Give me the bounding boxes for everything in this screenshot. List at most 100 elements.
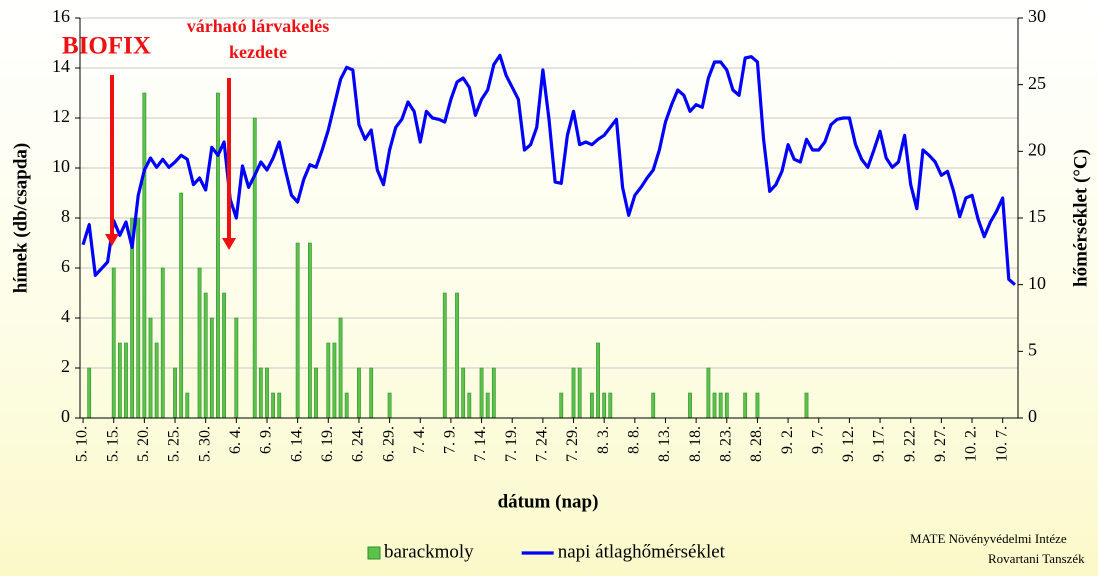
bar [338, 317, 343, 419]
annotation: kezdete [229, 42, 287, 62]
bar [117, 342, 122, 419]
bar [295, 242, 300, 419]
y-tick-label: 8 [61, 206, 70, 226]
x-axis-title: dátum (nap) [498, 491, 599, 512]
bar [160, 267, 165, 419]
bar [577, 367, 582, 419]
legend-label: barackmoly [384, 541, 474, 562]
y-tick-label: 6 [61, 256, 70, 276]
x-tick-label: 6. 19. [319, 426, 336, 462]
x-tick-label: 5. 10. [74, 426, 91, 462]
x-tick-label: 7. 24. [534, 426, 551, 462]
bar [571, 367, 576, 419]
x-tick-label: 8. 18. [687, 426, 704, 462]
bar [326, 342, 331, 419]
x-tick-label: 8. 28. [748, 426, 765, 462]
bar [602, 392, 607, 419]
x-tick-label: 10. 2. [963, 426, 980, 462]
bar [712, 392, 717, 419]
x-tick-label: 10. 7. [993, 426, 1010, 462]
x-tick-label: 6. 29. [380, 426, 397, 462]
bar [216, 92, 220, 419]
y-tick-label: 14 [52, 56, 70, 76]
bar [111, 267, 116, 419]
y-tick-label: 10 [52, 156, 70, 176]
x-tick-label: 9. 7. [809, 426, 826, 454]
bar [357, 367, 361, 419]
bar [314, 367, 318, 419]
y2-tick-label: 10 [1028, 273, 1046, 293]
x-tick-label: 9. 27. [932, 426, 949, 462]
bar [596, 342, 600, 419]
x-tick-label: 8. 3. [595, 426, 612, 454]
credit: MATE Növényvédelmi Intéze [910, 531, 1067, 546]
bar [332, 342, 337, 419]
legend-swatch [367, 546, 381, 560]
y2-tick-label: 20 [1028, 139, 1046, 159]
bar [252, 117, 257, 419]
y-tick-label: 2 [61, 356, 70, 376]
y2-tick-label: 5 [1028, 339, 1037, 359]
bar [277, 392, 282, 419]
x-tick-label: 7. 9. [442, 426, 459, 454]
x-tick-label: 8. 13. [656, 426, 673, 462]
bar [87, 367, 92, 419]
bar [179, 192, 184, 419]
bar [743, 392, 748, 419]
bar [154, 342, 159, 419]
annotation-arrowhead [222, 238, 236, 250]
bar [222, 292, 226, 419]
y-tick-label: 12 [52, 106, 70, 126]
bar [608, 392, 613, 419]
bar [197, 267, 202, 419]
bar [265, 367, 269, 419]
x-tick-label: 8. 23. [717, 426, 734, 462]
x-tick-label: 8. 8. [626, 426, 643, 454]
x-tick-label: 5. 15. [104, 426, 121, 462]
bar [148, 317, 153, 419]
bar [718, 392, 723, 419]
bar [387, 392, 392, 419]
bar [203, 292, 208, 419]
y2-tick-label: 30 [1028, 6, 1046, 26]
bar [804, 392, 809, 419]
bar [455, 292, 459, 419]
x-tick-label: 9. 2. [779, 426, 796, 454]
bar [271, 392, 276, 419]
x-tick-label: 6. 14. [288, 426, 305, 462]
bar [185, 392, 190, 419]
x-tick-label: 9. 22. [901, 426, 918, 462]
x-tick-label: 7. 29. [564, 426, 581, 462]
bar [344, 392, 349, 419]
y2-axis-title: hőmérséklet (°C) [1070, 149, 1091, 287]
x-tick-label: 6. 9. [258, 426, 275, 454]
bar [136, 217, 141, 419]
bar [234, 317, 239, 419]
annotation: várható lárvakelés [187, 16, 329, 36]
y-tick-label: 0 [61, 406, 70, 426]
bar [755, 392, 760, 419]
x-tick-label: 7. 14. [472, 426, 489, 462]
bar [491, 367, 496, 419]
x-tick-label: 9. 12. [840, 426, 857, 462]
bar [442, 292, 447, 419]
y2-tick-label: 0 [1028, 406, 1037, 426]
y-tick-label: 4 [61, 306, 70, 326]
x-tick-label: 6. 4. [227, 426, 244, 454]
x-tick-label: 7. 19. [503, 426, 520, 462]
bar [209, 317, 214, 419]
bar [308, 242, 312, 419]
bar [688, 392, 692, 419]
bar [258, 367, 263, 419]
y2-tick-label: 15 [1028, 206, 1046, 226]
annotation-arrowhead [105, 234, 119, 246]
legend-label: napi átlaghőmérséklet [558, 541, 726, 562]
annotation: BIOFIX [62, 33, 151, 60]
bar [485, 392, 490, 419]
bar [559, 392, 564, 419]
bar [590, 392, 594, 419]
credit: Rovartani Tanszék [988, 551, 1085, 566]
bar [173, 367, 177, 419]
x-tick-label: 6. 24. [350, 426, 367, 462]
